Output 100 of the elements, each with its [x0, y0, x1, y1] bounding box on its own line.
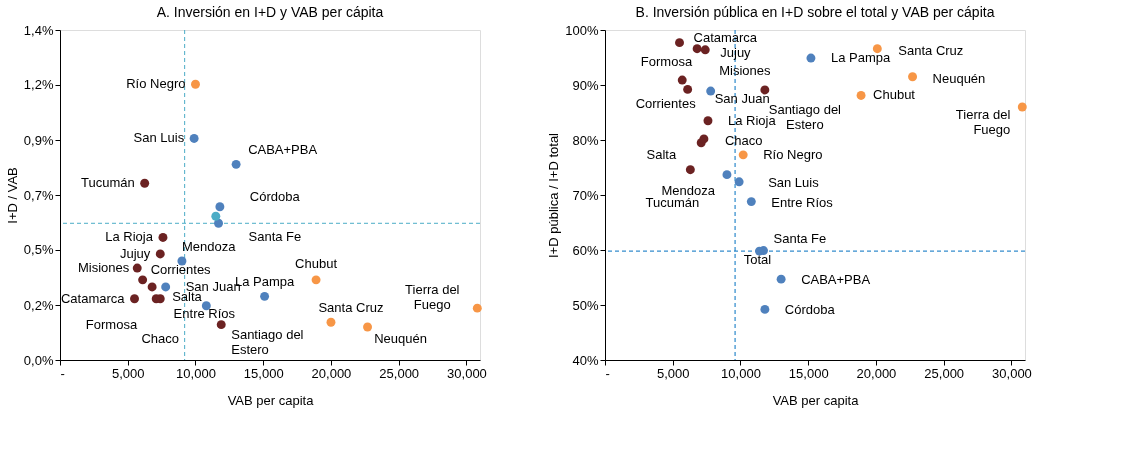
annotation: Mendoza: [181, 239, 237, 254]
x-axis-title: VAB per capita: [772, 392, 860, 408]
point: [158, 232, 168, 242]
point: [738, 150, 748, 160]
point: [140, 178, 150, 188]
y-tick-label: 80%: [572, 132, 599, 148]
point: [215, 202, 225, 212]
y-tick-label: 50%: [572, 297, 599, 313]
point: [1017, 102, 1027, 112]
annotation: Tierra del Fuego: [955, 107, 1011, 137]
annotation: Chubut: [873, 87, 916, 103]
annotation: Río Negro: [126, 76, 186, 92]
point: [311, 275, 321, 285]
point: [132, 263, 142, 273]
annotation: Catamarca: [60, 290, 126, 306]
annotation: Catamarca: [693, 29, 758, 45]
point: [189, 133, 199, 143]
point: [872, 44, 882, 54]
annotation: Misiones: [77, 260, 130, 276]
point: [677, 75, 687, 85]
point: [908, 72, 918, 82]
x-tick-label: 15,000: [243, 365, 284, 381]
annotation: Tucumán: [80, 175, 135, 191]
point: [138, 275, 148, 285]
point: [722, 170, 732, 180]
x-tick-label: 25,000: [924, 365, 965, 381]
point: [216, 320, 226, 330]
annotation: Salta: [646, 146, 677, 162]
y-axis-title: I+D pública / I+D total: [546, 132, 562, 259]
annotation: Córdoba: [784, 302, 836, 318]
annotation: San Luis: [768, 174, 820, 190]
x-tick-label: 10,000: [176, 365, 216, 381]
y-tick-label: 1,2%: [23, 77, 54, 93]
x-tick-label: 30,000: [447, 365, 487, 381]
annotation: Total: [743, 252, 772, 268]
point: [472, 303, 482, 313]
x-tick-label: 5,000: [111, 365, 145, 381]
x-tick-label: 20,000: [856, 365, 897, 381]
y-tick-label: 60%: [572, 242, 599, 258]
y-tick-label: 0,5%: [23, 242, 54, 258]
annotation: Neuquén: [932, 70, 986, 86]
point: [760, 304, 770, 314]
annotation: Formosa: [85, 316, 138, 332]
point: [363, 322, 373, 332]
y-tick-label: 0,0%: [23, 352, 54, 368]
annotation: Jujuy: [119, 245, 151, 261]
y-axis-title: I+D / VAB: [4, 167, 20, 224]
annotation: Misiones: [719, 63, 772, 79]
chart-title: B. Inversión pública en I+D sobre el total y VAB per cápita: [635, 4, 995, 20]
y-tick-label: 1,4%: [23, 22, 54, 38]
point: [326, 317, 336, 327]
point: [161, 282, 171, 292]
point: [191, 79, 200, 89]
point: [754, 246, 764, 256]
annotation: Santa Fe: [773, 230, 827, 246]
annotation: Tierra del Fuego: [405, 282, 460, 313]
point: [776, 274, 786, 284]
annotation: La Rioja: [105, 229, 154, 245]
point: [211, 211, 221, 221]
annotation: Chaco: [141, 330, 180, 346]
annotation: CABA+PBA: [801, 272, 871, 288]
point: [201, 301, 211, 311]
x-tick-label: 10,000: [721, 365, 761, 381]
x-tick-label: 25,000: [379, 365, 420, 381]
x-tick-label: 20,000: [311, 365, 352, 381]
point: [231, 159, 241, 169]
point: [155, 249, 165, 259]
y-tick-label: 70%: [572, 187, 599, 203]
annotation: Entre Ríos: [771, 194, 834, 210]
point: [706, 86, 716, 96]
annotation: Corrientes: [150, 261, 212, 277]
point: [760, 85, 770, 95]
annotation: San Juan: [714, 91, 770, 107]
x-axis-title: VAB per capita: [227, 392, 315, 408]
x-tick-label: -: [605, 365, 610, 381]
annotation: Santiago del Estero: [231, 326, 304, 357]
point: [147, 282, 157, 292]
annotation: CABA+PBA: [248, 142, 318, 158]
annotation: Santa Cruz: [898, 42, 964, 58]
x-tick-label: -: [60, 365, 65, 381]
point: [806, 53, 816, 63]
point: [260, 291, 270, 301]
point: [699, 134, 709, 144]
point: [685, 165, 695, 175]
point: [177, 256, 187, 266]
chart-title: A. Inversión en I+D y VAB per cápita: [156, 4, 384, 20]
point: [692, 44, 702, 54]
annotation: San Luis: [133, 130, 185, 146]
y-tick-label: 100%: [565, 22, 599, 38]
annotation: Chubut: [295, 255, 338, 271]
x-tick-label: 5,000: [656, 365, 690, 381]
point: [703, 116, 713, 126]
point: [130, 294, 139, 304]
y-tick-label: 0,9%: [23, 132, 54, 148]
annotation: Córdoba: [249, 188, 301, 204]
y-tick-label: 40%: [572, 352, 599, 368]
annotation: Chaco: [724, 132, 763, 148]
point: [675, 38, 684, 48]
y-tick-label: 90%: [572, 77, 599, 93]
y-tick-label: 0,2%: [23, 297, 54, 313]
